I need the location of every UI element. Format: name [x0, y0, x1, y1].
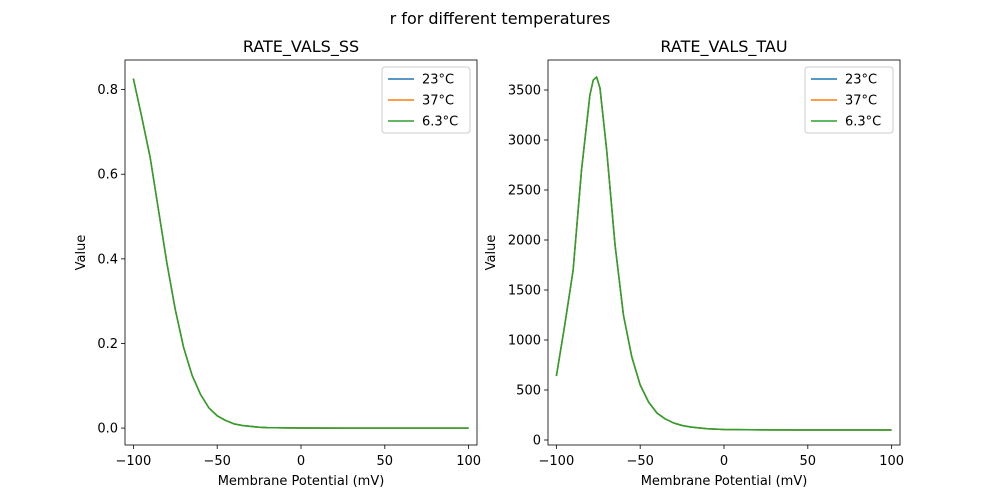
y-tick-label: 1000 — [508, 334, 541, 349]
legend-box — [381, 66, 471, 134]
x-axis-label: Membrane Potential (mV) — [641, 474, 808, 489]
y-tick-label: 0.2 — [97, 337, 118, 352]
legend-label-1: 37°C — [422, 94, 454, 109]
legend: 23°C 37°C 6.3°C — [381, 66, 471, 134]
legend-label-0: 23°C — [422, 73, 454, 88]
y-tick-label: 0.6 — [97, 168, 118, 183]
x-tick-label: −50 — [203, 454, 230, 469]
legend-label-0: 23°C — [845, 73, 877, 88]
x-tick-label: −100 — [116, 454, 152, 469]
legend-label-2: 6.3°C — [845, 115, 881, 130]
y-tick-label: 3500 — [508, 84, 541, 99]
legend: 23°C 37°C 6.3°C — [804, 66, 894, 134]
y-tick-label: 1500 — [508, 284, 541, 299]
x-axis-label: Membrane Potential (mV) — [218, 474, 385, 489]
y-tick-label: 0 — [533, 434, 541, 449]
x-tick-label: −100 — [539, 454, 575, 469]
legend-label-1: 37°C — [845, 94, 877, 109]
series-line-2 — [132, 78, 469, 429]
chart-title: RATE_VALS_SS — [243, 37, 359, 57]
y-axis-label: Value — [484, 235, 499, 271]
x-tick-label: 100 — [456, 454, 481, 469]
y-tick-label: 0.0 — [97, 422, 118, 437]
x-tick-label: 100 — [879, 454, 904, 469]
legend-label-2: 6.3°C — [422, 115, 458, 130]
chart-panel-ss: RATE_VALS_SS −100 −50 0 50 100 0.0 0.2 0.4 0.6 0.8… — [74, 37, 481, 489]
series-line-2 — [555, 76, 892, 431]
x-tick-label: 0 — [720, 454, 728, 469]
y-axis-label: Value — [74, 235, 89, 271]
x-tick-label: 0 — [297, 454, 305, 469]
chart-title: RATE_VALS_TAU — [660, 37, 787, 57]
x-tick-label: 50 — [800, 454, 817, 469]
figure-suptitle: r for different temperatures — [390, 9, 611, 28]
legend-box — [804, 66, 894, 134]
y-tick-label: 2500 — [508, 184, 541, 199]
y-tick-label: 3000 — [508, 134, 541, 149]
y-tick-label: 500 — [516, 384, 541, 399]
y-tick-label: 0.8 — [97, 83, 118, 98]
chart-panel-tau: RATE_VALS_TAU−100 −50 0 50 10005001000150020… — [484, 37, 904, 489]
y-tick-label: 2000 — [508, 234, 541, 249]
x-tick-label: −50 — [626, 454, 653, 469]
y-tick-label: 0.4 — [97, 252, 118, 267]
x-tick-label: 50 — [377, 454, 394, 469]
